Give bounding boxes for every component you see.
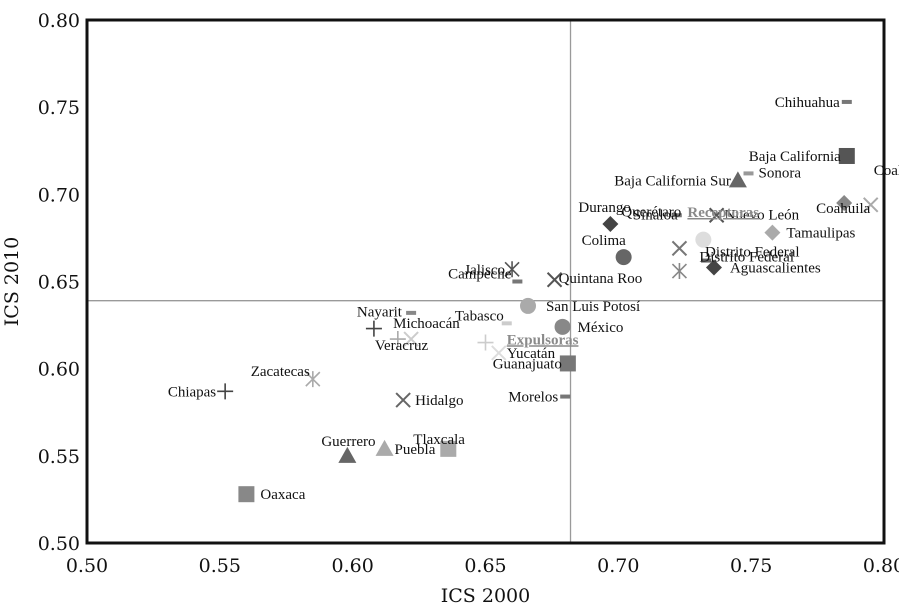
data-point-diamond	[705, 259, 722, 276]
y-axis-title: ICS 2010	[1, 237, 23, 326]
point-label: Oaxaca	[260, 487, 305, 503]
y-tick-label: 0.50	[38, 533, 80, 555]
point-label: Nayarit	[357, 305, 403, 321]
data-point-plus	[389, 331, 406, 348]
point-label: Veracruz	[375, 338, 429, 354]
data-points	[217, 99, 879, 503]
data-point-square	[440, 440, 457, 457]
data-point-x	[671, 240, 688, 257]
reference-lines	[87, 20, 884, 543]
point-label: Chiapas	[168, 384, 216, 400]
point-label: Baja California	[749, 149, 841, 165]
point-label: Tabasco	[455, 308, 504, 324]
x-tick-label: 0.75	[730, 555, 772, 577]
data-point-x	[395, 392, 411, 408]
x-axis-title: ICS 2000	[441, 585, 530, 607]
data-point-square	[559, 355, 576, 372]
point-label: Durango	[578, 200, 631, 216]
point-label: Quintana Roo	[559, 271, 643, 287]
quadrant-annotation: Expulsoras	[507, 332, 579, 348]
point-label: Guerrero	[321, 434, 375, 450]
x-tick-label: 0.80	[863, 555, 899, 577]
point-labels: Chihuahua Baja California Baja California …	[168, 95, 899, 503]
point-label: Morelos	[508, 390, 558, 406]
data-point-x	[708, 207, 725, 223]
data-point-plus	[477, 334, 494, 351]
point-label: Campeche	[448, 267, 512, 283]
point-label: Yucatán	[507, 346, 556, 362]
data-point-dash	[671, 213, 682, 218]
point-label: San Luis Potosí	[546, 299, 640, 315]
point-label: Distrito Federal	[699, 249, 794, 265]
data-point-circle	[554, 318, 571, 335]
data-point-plus	[365, 320, 382, 337]
y-tick-label: 0.75	[38, 97, 80, 119]
data-point-circle	[520, 297, 537, 314]
point-label: Sonora	[759, 165, 802, 181]
point-label: Aguascalientes	[730, 261, 821, 277]
data-point-dash	[512, 279, 523, 284]
point-label: Distrito Federal	[705, 245, 800, 261]
y-axis-ticks: 0.50 0.55 0.60 0.65 0.70 0.75 0.80	[38, 10, 80, 555]
data-point-dash	[406, 310, 417, 315]
point-label: Hidalgo	[415, 393, 463, 409]
point-label: Puebla	[395, 442, 436, 458]
data-point-x	[863, 197, 879, 213]
data-point-dash	[743, 171, 754, 176]
point-label: Michoacán	[393, 316, 460, 332]
plot-frame	[85, 18, 886, 545]
x-tick-label: 0.50	[66, 555, 108, 577]
data-point-circle	[615, 249, 632, 266]
y-tick-label: 0.70	[38, 184, 80, 206]
quadrant-annotations: Receptoras Expulsoras	[507, 205, 759, 348]
data-point-asterisk	[504, 261, 520, 278]
data-point-triangle	[338, 446, 357, 463]
x-tick-label: 0.55	[199, 555, 241, 577]
y-tick-label: 0.65	[38, 272, 80, 294]
point-label: Tamaulipas	[786, 226, 855, 242]
x-axis-ticks: 0.50 0.55 0.60 0.65 0.70 0.75 0.80	[66, 555, 899, 577]
data-point-x	[491, 345, 507, 361]
x-tick-label: 0.60	[332, 555, 374, 577]
quadrant-annotation: Receptoras	[687, 205, 759, 221]
point-label: Colima	[582, 233, 627, 249]
data-point-triangle	[375, 439, 394, 456]
point-label: Tlaxcala	[413, 432, 465, 448]
y-tick-label: 0.60	[38, 359, 80, 381]
data-point-dash	[560, 394, 571, 399]
data-point-asterisk	[305, 371, 321, 388]
data-point-x	[403, 331, 419, 347]
data-point-circle	[695, 231, 712, 248]
x-tick-label: 0.70	[597, 555, 639, 577]
data-point-dash	[701, 258, 712, 263]
y-tick-label: 0.55	[38, 446, 80, 468]
data-point-asterisk	[671, 263, 688, 280]
point-label: México	[578, 320, 624, 336]
point-label: Sinaloa	[633, 207, 678, 223]
point-label: Chihuahua	[775, 95, 840, 111]
point-label: Zacatecas	[251, 364, 310, 380]
data-point-diamond	[764, 224, 781, 241]
data-point-diamond	[602, 215, 619, 232]
point-label: Jalisco	[464, 262, 505, 278]
data-point-square	[238, 486, 255, 503]
point-label: Coahuila	[874, 163, 899, 179]
x-tick-label: 0.65	[464, 555, 506, 577]
data-point-plus	[217, 383, 234, 400]
data-point-square	[838, 147, 855, 164]
point-label: Guanajuato	[493, 356, 562, 372]
data-point-diamond	[836, 195, 853, 212]
data-point-dash	[501, 321, 512, 326]
point-label: Coahuila	[816, 201, 870, 217]
y-tick-label: 0.80	[38, 10, 80, 32]
data-point-triangle	[728, 171, 747, 188]
data-point-x	[546, 272, 563, 288]
data-point-dash	[841, 99, 852, 104]
point-label: Baja California Sur	[614, 173, 731, 189]
point-label: Querétaro	[621, 205, 681, 221]
point-label: Nuevo León	[725, 207, 800, 223]
